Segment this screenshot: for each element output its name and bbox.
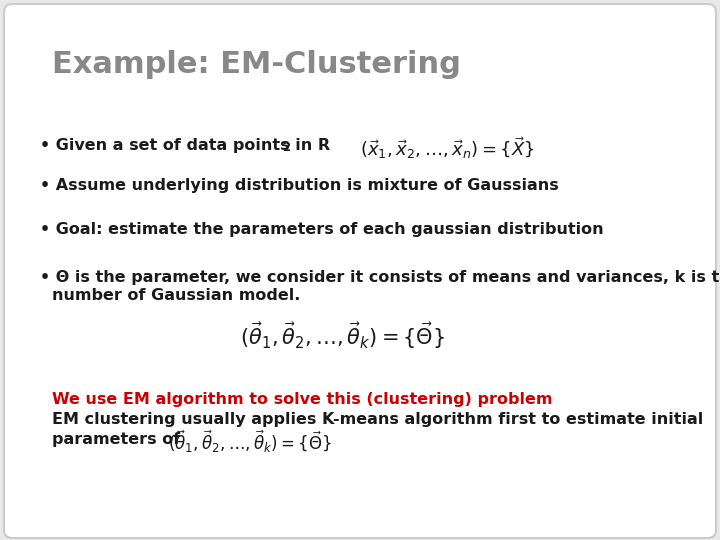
Text: parameters of: parameters of xyxy=(52,432,180,447)
Text: • Goal: estimate the parameters of each gaussian distribution: • Goal: estimate the parameters of each … xyxy=(40,222,603,237)
Text: • Given a set of data points in R: • Given a set of data points in R xyxy=(40,138,330,153)
Text: number of Gaussian model.: number of Gaussian model. xyxy=(52,288,300,303)
Text: 2: 2 xyxy=(282,141,290,154)
Text: • Θ is the parameter, we consider it consists of means and variances, k is the: • Θ is the parameter, we consider it con… xyxy=(40,270,720,285)
Text: We use EM algorithm to solve this (clustering) problem: We use EM algorithm to solve this (clust… xyxy=(52,392,552,407)
Text: EM clustering usually applies K-means algorithm first to estimate initial: EM clustering usually applies K-means al… xyxy=(52,412,703,427)
Text: $(\vec{x}_1, \vec{x}_2, \ldots, \vec{x}_n) = \{\vec{X}\}$: $(\vec{x}_1, \vec{x}_2, \ldots, \vec{x}_… xyxy=(360,135,535,161)
Text: $(\vec{\theta}_1, \vec{\theta}_2, \ldots, \vec{\theta}_k) = \{\vec{\Theta}\}$: $(\vec{\theta}_1, \vec{\theta}_2, \ldots… xyxy=(240,320,445,351)
Text: $(\vec{\theta}_1, \vec{\theta}_2, \ldots, \vec{\theta}_k) = \{\vec{\Theta}\}$: $(\vec{\theta}_1, \vec{\theta}_2, \ldots… xyxy=(168,429,332,455)
Text: • Assume underlying distribution is mixture of Gaussians: • Assume underlying distribution is mixt… xyxy=(40,178,559,193)
Text: Example: EM-Clustering: Example: EM-Clustering xyxy=(52,50,461,79)
FancyBboxPatch shape xyxy=(4,4,716,538)
